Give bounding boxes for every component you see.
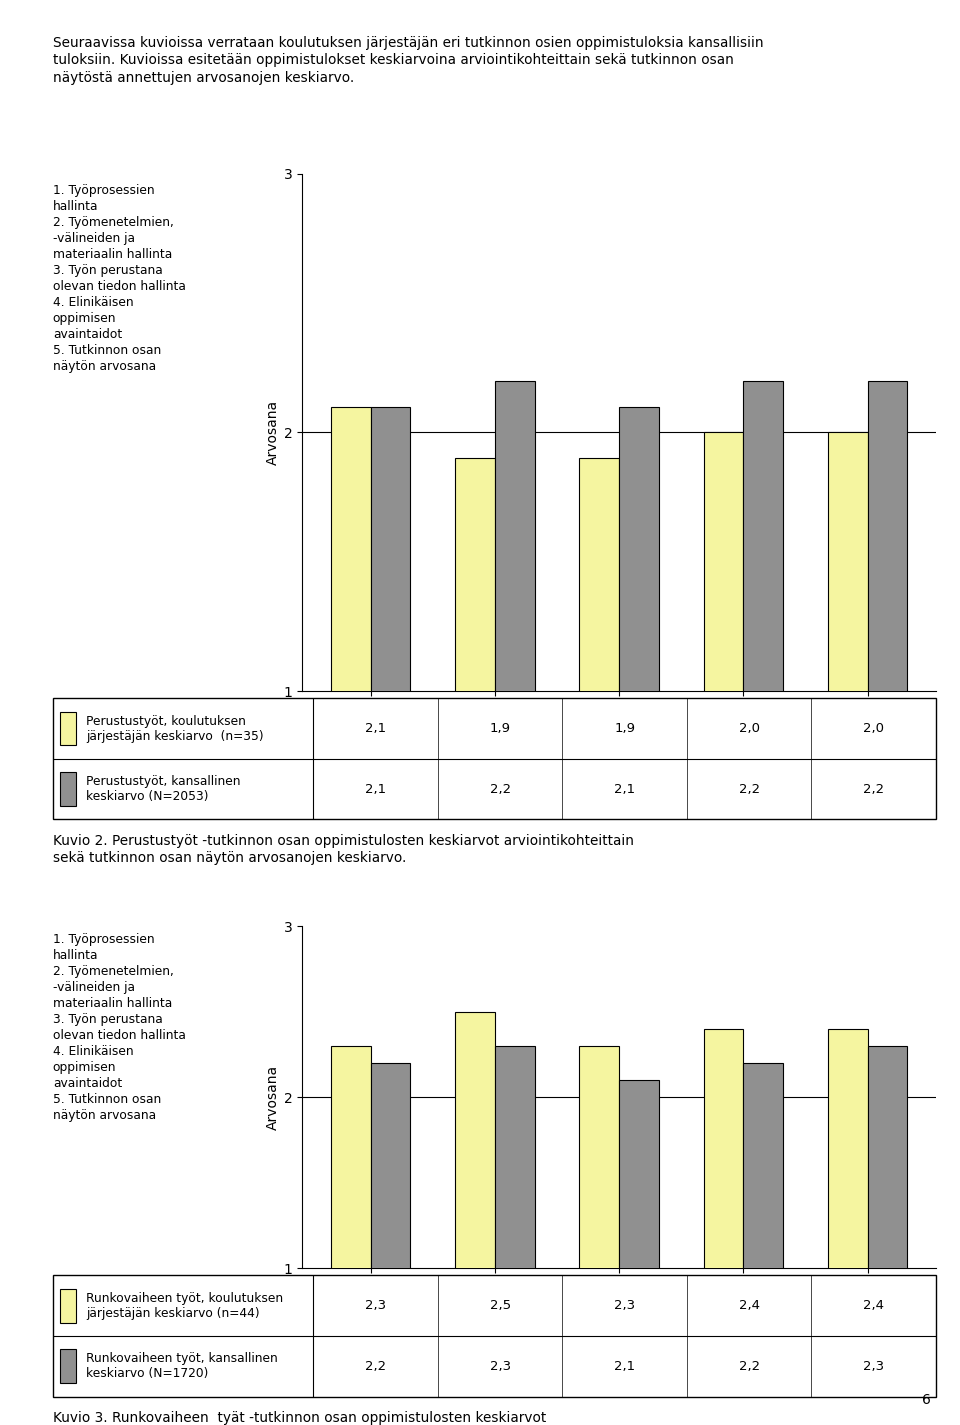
Bar [704,433,743,950]
Text: 2,3: 2,3 [863,1359,884,1372]
Bar [60,1288,76,1322]
Bar [455,1012,495,1425]
FancyBboxPatch shape [53,698,936,819]
Bar [371,1063,411,1425]
Text: 2,2: 2,2 [738,1359,759,1372]
Text: 2,5: 2,5 [490,1300,511,1312]
Y-axis label: Arvosana: Arvosana [266,1064,279,1130]
Y-axis label: Arvosana: Arvosana [266,400,279,465]
Text: 1. Työprosessien
hallinta
2. Työmenetelmien,
-välineiden ja
materiaalin hallinta: 1. Työprosessien hallinta 2. Työmenetelm… [53,933,185,1121]
Bar [60,1349,76,1384]
Bar [619,406,659,950]
Bar [743,380,783,950]
Bar [495,1046,535,1425]
Text: 2,4: 2,4 [863,1300,884,1312]
Text: Kuvio 3. Runkovaiheen  tyät -tutkinnon osan oppimistulosten keskiarvot
arviointi: Kuvio 3. Runkovaiheen tyät -tutkinnon os… [53,1411,546,1425]
Bar [828,433,868,950]
Bar [580,459,619,950]
Text: 2,1: 2,1 [614,782,636,795]
Text: Runkovaiheen työt, koulutuksen
järjestäjän keskiarvo (n=44): Runkovaiheen työt, koulutuksen järjestäj… [86,1291,283,1320]
Text: Seuraavissa kuvioissa verrataan koulutuksen järjestäjän eri tutkinnon osien oppi: Seuraavissa kuvioissa verrataan koulutuk… [53,36,763,86]
Text: 2,3: 2,3 [614,1300,636,1312]
Text: 1,9: 1,9 [614,722,636,735]
Text: 2,1: 2,1 [365,722,386,735]
Bar [331,1046,371,1425]
Text: 2,2: 2,2 [738,782,759,795]
Bar [743,1063,783,1425]
Bar [868,380,907,950]
Text: 2,2: 2,2 [863,782,884,795]
Text: 1,9: 1,9 [490,722,511,735]
Text: 2,4: 2,4 [738,1300,759,1312]
Bar [704,1029,743,1425]
Text: 2,2: 2,2 [365,1359,386,1372]
Bar [371,406,411,950]
Bar [619,1080,659,1425]
FancyBboxPatch shape [53,1275,936,1396]
Bar [868,1046,907,1425]
Text: 2,2: 2,2 [490,782,511,795]
Bar [495,380,535,950]
Text: Perustustyöt, koulutuksen
järjestäjän keskiarvo  (n=35): Perustustyöt, koulutuksen järjestäjän ke… [86,714,264,742]
Text: Perustustyöt, kansallinen
keskiarvo (N=2053): Perustustyöt, kansallinen keskiarvo (N=2… [86,775,241,804]
Text: Runkovaiheen työt, kansallinen
keskiarvo (N=1720): Runkovaiheen työt, kansallinen keskiarvo… [86,1352,278,1381]
Text: 2,1: 2,1 [365,782,386,795]
Bar [331,406,371,950]
Bar [580,1046,619,1425]
Text: 2,3: 2,3 [365,1300,386,1312]
Bar [60,772,76,807]
Text: 2,0: 2,0 [863,722,884,735]
Text: 2,1: 2,1 [614,1359,636,1372]
Bar [455,459,495,950]
Text: 1. Työprosessien
hallinta
2. Työmenetelmien,
-välineiden ja
materiaalin hallinta: 1. Työprosessien hallinta 2. Työmenetelm… [53,184,185,373]
Text: 2,3: 2,3 [490,1359,511,1372]
Text: Kuvio 2. Perustustyöt -tutkinnon osan oppimistulosten keskiarvot arviointikohtei: Kuvio 2. Perustustyöt -tutkinnon osan op… [53,834,634,865]
Bar [60,711,76,745]
Text: 2,0: 2,0 [738,722,759,735]
Text: 6: 6 [923,1394,931,1406]
Bar [828,1029,868,1425]
